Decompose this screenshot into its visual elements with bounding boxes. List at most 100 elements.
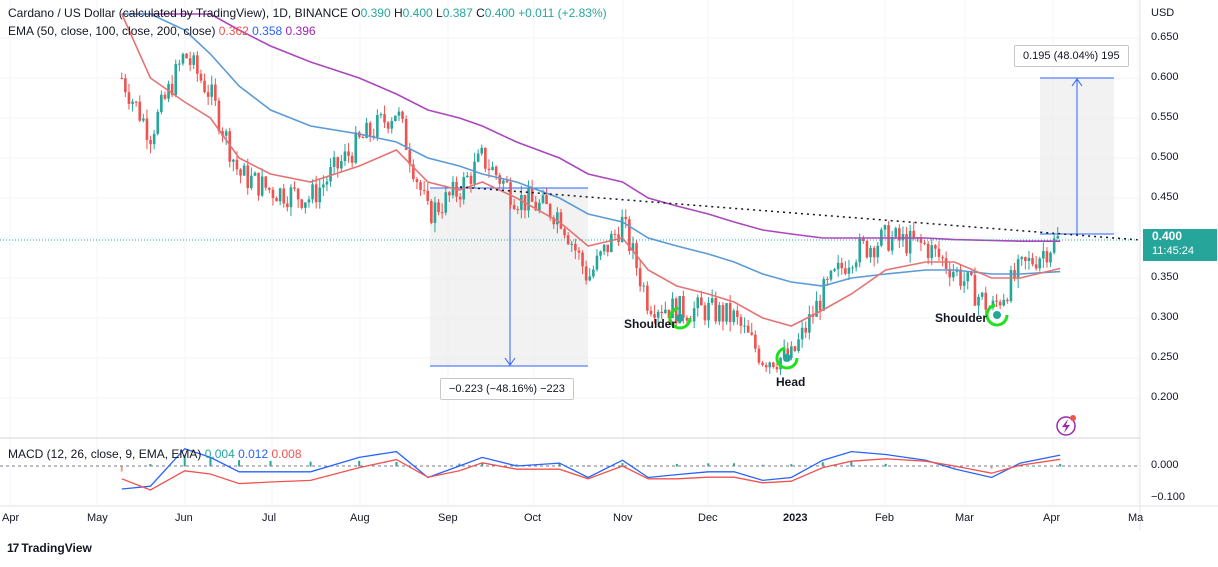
candle-body: [433, 202, 437, 223]
candle-body: [520, 194, 523, 210]
candle-body: [1052, 238, 1056, 253]
candle-body: [484, 147, 487, 169]
candle-body: [613, 233, 617, 235]
candle-body: [347, 151, 350, 156]
time-tick-label: Apr: [2, 512, 20, 524]
candle-body: [318, 187, 322, 203]
candle-body: [793, 346, 797, 352]
low-value: 0.387: [442, 6, 473, 20]
candle-body: [786, 348, 790, 358]
candle-body: [491, 166, 494, 171]
candle-body: [160, 94, 163, 112]
measure-up-label[interactable]: 0.195 (48.04%) 195: [1014, 45, 1129, 67]
candle-body: [494, 166, 498, 176]
candle-body: [984, 292, 988, 310]
candle-body: [934, 245, 937, 249]
candle-body: [289, 187, 293, 208]
candle-body: [1024, 257, 1027, 261]
candle-body: [300, 199, 304, 208]
candle-body: [1002, 299, 1006, 306]
brand-name: TradingView: [21, 541, 92, 555]
candle-body: [386, 122, 390, 129]
measure-down-arrowhead: [504, 357, 516, 366]
candle-body: [930, 245, 934, 259]
macd-histogram-bar: [149, 464, 152, 467]
macd-histogram-bar: [707, 463, 710, 467]
candle-body: [221, 131, 224, 136]
last-price-tag: 0.400 11:45:24: [1143, 229, 1217, 261]
candle-body: [700, 297, 703, 306]
price-tick-label: 0.650: [1151, 31, 1179, 43]
candle-body: [512, 204, 516, 210]
candle-body: [473, 161, 476, 184]
candle-body: [574, 243, 577, 251]
shoulder-right-marker: [985, 303, 1009, 327]
candle-body: [174, 64, 178, 96]
candle-body: [224, 131, 228, 136]
candle-body: [548, 204, 552, 218]
measure-up-arrowhead: [1071, 78, 1083, 87]
candle-body: [329, 166, 332, 182]
candle-body: [714, 298, 718, 322]
macd-histogram-bar: [238, 460, 241, 467]
bar-countdown: 11:45:24: [1152, 245, 1195, 257]
candle-body: [581, 252, 584, 267]
candle-body: [257, 172, 260, 196]
candle-body: [239, 169, 242, 176]
candle-body: [808, 314, 811, 333]
candle-body: [322, 184, 325, 188]
candle-body: [610, 233, 613, 253]
candle-body: [599, 251, 602, 256]
candle-body: [912, 230, 916, 239]
measure-down-box[interactable]: [430, 188, 588, 366]
candle-body: [944, 258, 948, 269]
change-value: +0.011 (+2.83%): [518, 6, 607, 20]
macd-tick-label: 0.000: [1151, 459, 1179, 471]
candle-body: [905, 234, 908, 254]
candle-body: [829, 270, 833, 280]
candle-body: [275, 198, 278, 202]
candle-body: [844, 268, 847, 274]
candle-body: [660, 311, 664, 314]
candle-body: [412, 164, 415, 180]
candle-body: [638, 268, 642, 287]
candle-body: [293, 187, 296, 189]
macd-signal-line: [121, 458, 1061, 491]
candle-body: [271, 189, 275, 199]
candle-body: [426, 190, 430, 202]
candle-body: [149, 139, 152, 145]
candle-body: [833, 269, 836, 271]
head-marker: [775, 346, 799, 370]
candle-body: [559, 212, 563, 229]
candle-body: [527, 188, 530, 211]
candle-body: [851, 267, 854, 269]
time-tick-label: Mar: [955, 512, 974, 524]
replay-icon[interactable]: [1056, 415, 1076, 436]
measure-down-label[interactable]: −0.223 (−48.16%) −223: [440, 378, 574, 400]
candle-body: [1016, 259, 1020, 279]
candle-body: [278, 188, 282, 202]
candle-body: [890, 237, 894, 251]
candle-body: [466, 175, 469, 178]
time-tick-label: Apr: [1043, 512, 1061, 524]
candle-body: [970, 272, 973, 275]
candle-body: [390, 121, 394, 129]
macd-histogram-bar: [990, 466, 993, 469]
candle-body: [908, 230, 912, 254]
candle-body: [268, 187, 271, 190]
candle-body: [343, 151, 347, 162]
time-tick-label: Dec: [698, 512, 718, 524]
brand-footer[interactable]: 17 TradingView: [7, 541, 92, 555]
macd-histogram-bar: [558, 462, 561, 467]
candle-body: [314, 184, 318, 203]
candle-body: [156, 111, 160, 134]
time-tick-label: Ma: [1128, 512, 1144, 524]
candle-body: [761, 362, 764, 366]
symbol-title: Cardano / US Dollar (calculated by Tradi…: [8, 6, 348, 20]
candle-body: [145, 118, 149, 140]
candle-body: [649, 310, 653, 315]
macd-histogram-bar: [1059, 463, 1062, 467]
candle-body: [120, 78, 124, 79]
candle-body: [1045, 251, 1049, 263]
